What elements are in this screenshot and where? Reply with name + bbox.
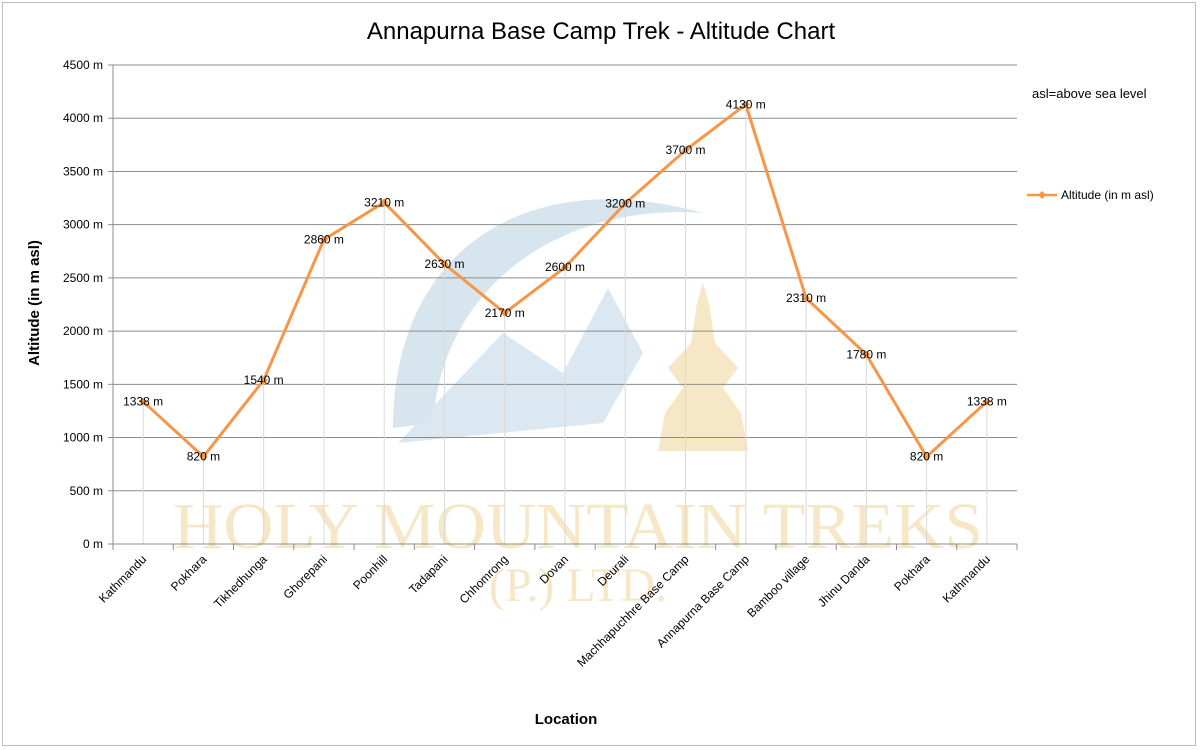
data-point	[982, 397, 991, 406]
data-point	[681, 146, 690, 155]
y-tick-label: 3000 m	[63, 218, 103, 232]
y-tick-label: 2500 m	[63, 271, 103, 285]
y-tick-label: 1500 m	[63, 377, 103, 391]
data-point	[862, 350, 871, 359]
y-tick-label: 2000 m	[63, 324, 103, 338]
x-axis-title: Location	[535, 711, 598, 728]
data-label: 1540 m	[244, 373, 284, 387]
y-tick-label: 0 m	[83, 537, 103, 551]
chart-title: Annapurna Base Camp Trek - Altitude Char…	[367, 18, 836, 45]
data-point	[259, 376, 268, 385]
legend: Altitude (in m asl)	[1027, 188, 1154, 202]
watermark-line-1: HOLY MOUNTAIN TREKS	[173, 490, 983, 563]
data-point	[621, 199, 630, 208]
legend-diamond-marker	[1038, 191, 1046, 199]
data-label: 1338 m	[967, 395, 1007, 409]
data-point	[922, 452, 931, 461]
data-label: 2170 m	[485, 306, 525, 320]
data-point	[199, 452, 208, 461]
y-tick-label: 1000 m	[63, 431, 103, 445]
data-point	[380, 198, 389, 207]
axes	[112, 65, 1018, 550]
data-label: 1780 m	[846, 348, 886, 362]
data-label: 820 m	[910, 450, 943, 464]
data-label: 3700 m	[666, 143, 706, 157]
y-axis-title: Altitude (in m asl)	[26, 240, 43, 366]
data-point	[139, 397, 148, 406]
drop-lines	[142, 104, 988, 544]
data-point	[741, 100, 750, 109]
y-tick-label: 500 m	[70, 484, 103, 498]
series-altitude	[139, 100, 991, 461]
data-point	[802, 294, 811, 303]
data-label: 4130 m	[726, 97, 766, 111]
x-tick-label: Kathmandu	[96, 552, 149, 605]
data-label: 2310 m	[786, 291, 826, 305]
y-tick-labels: 0 m 500 m 1000 m 1500 m 2000 m 2500 m 3000 m 35…	[63, 58, 103, 551]
data-label: 2630 m	[424, 257, 464, 271]
data-label: 2860 m	[304, 233, 344, 247]
data-labels: 1338 m 820 m 1540 m 2860 m 3210 m 2630 m 2170 …	[123, 97, 1007, 463]
data-label: 3210 m	[364, 195, 404, 209]
y-tick-label: 4500 m	[63, 58, 103, 72]
altitude-chart: HOLY MOUNTAIN TREKS (P.) LTD. 0 m 500 m 10…	[26, 18, 1154, 728]
y-tick-label: 3500 m	[63, 164, 103, 178]
data-point	[319, 235, 328, 244]
watermark-stupa-shape	[658, 283, 748, 451]
y-tick-label: 4000 m	[63, 111, 103, 125]
asl-note: asl=above sea level	[1032, 86, 1147, 101]
watermark-mountain-shape	[398, 288, 643, 443]
watermark-logo: HOLY MOUNTAIN TREKS (P.) LTD.	[173, 199, 983, 612]
data-label: 1338 m	[123, 395, 163, 409]
data-label: 3200 m	[605, 196, 645, 210]
data-label: 820 m	[187, 450, 220, 464]
data-point	[561, 263, 569, 272]
data-point	[440, 260, 449, 269]
legend-label: Altitude (in m asl)	[1061, 188, 1154, 202]
data-label: 2600 m	[545, 260, 585, 274]
gridlines	[108, 64, 1017, 545]
watermark-arc-shape	[393, 199, 703, 428]
data-point	[500, 309, 509, 318]
watermark-line-2: (P.) LTD.	[489, 559, 667, 612]
